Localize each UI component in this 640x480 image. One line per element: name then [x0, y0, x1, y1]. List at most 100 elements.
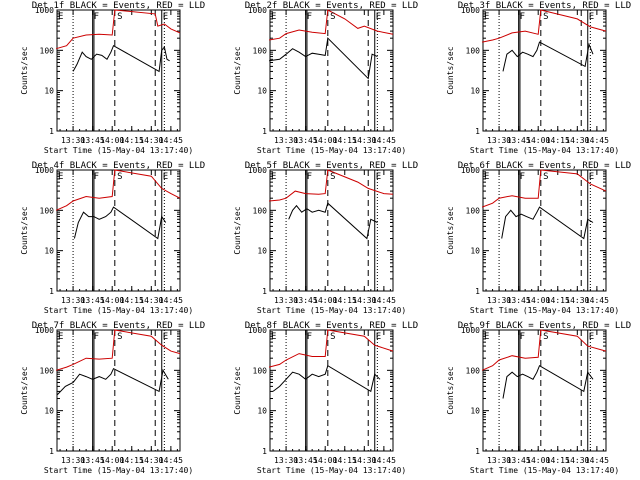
- marker-label: S: [117, 12, 122, 22]
- x-axis-label: Start Time (15-May-04 13:17:40): [44, 146, 193, 155]
- y-tick-label: 10: [44, 87, 54, 96]
- marker-label: E: [163, 332, 168, 342]
- y-tick-label: 10: [470, 407, 480, 416]
- marker-label: E: [484, 12, 489, 22]
- marker-label: F: [520, 12, 525, 22]
- marker-label: E: [271, 12, 276, 22]
- x-tick-label: 14:15: [546, 136, 570, 145]
- x-axis-label: Start Time (15-May-04 13:17:40): [44, 306, 193, 315]
- marker-label: F: [307, 172, 312, 182]
- y-tick-label: 1000: [248, 326, 267, 335]
- panel-title: Det 1f BLACK = Events, RED = LLD: [32, 1, 205, 11]
- x-tick-label: 14:45: [585, 456, 609, 465]
- marker-label: E: [589, 332, 594, 342]
- series-line-events: [502, 364, 594, 399]
- y-axis-label: Counts/sec: [20, 46, 29, 94]
- x-tick-label: 13:30: [487, 456, 511, 465]
- y-tick-label: 100: [253, 46, 268, 55]
- detector-panel: Det 8f BLACK = Events, RED = LLD 1 10 100 10…: [233, 321, 418, 475]
- y-tick-label: 1: [49, 287, 54, 296]
- panel-title: Det 5f BLACK = Events, RED = LLD: [245, 161, 418, 171]
- y-tick-label: 1000: [461, 166, 480, 175]
- detector-panel: Det 9f BLACK = Events, RED = LLD 1 10 100 10…: [446, 321, 631, 475]
- x-axis-label: Start Time (15-May-04 13:17:40): [257, 306, 406, 315]
- x-tick-label: 13:45: [81, 456, 105, 465]
- y-tick-label: 1000: [248, 6, 267, 15]
- y-tick-label: 1: [262, 447, 267, 456]
- y-axis-label: Counts/sec: [446, 46, 455, 94]
- series-line-events: [72, 44, 170, 73]
- marker-label: E: [271, 332, 276, 342]
- y-tick-label: 100: [253, 206, 268, 215]
- x-tick-label: 14:00: [313, 456, 337, 465]
- y-tick-label: 10: [257, 87, 267, 96]
- series-line-events: [272, 364, 381, 393]
- y-tick-label: 1: [262, 127, 267, 136]
- marker-label: E: [58, 12, 63, 22]
- y-tick-label: 1000: [35, 6, 54, 15]
- x-tick-label: 13:30: [61, 456, 85, 465]
- panel-title: Det 8f BLACK = Events, RED = LLD: [245, 321, 418, 331]
- y-tick-label: 1000: [461, 326, 480, 335]
- x-tick-label: 13:45: [507, 136, 531, 145]
- y-tick-label: 10: [257, 407, 267, 416]
- y-tick-label: 10: [470, 87, 480, 96]
- marker-label: E: [58, 332, 63, 342]
- x-tick-label: 13:30: [61, 296, 85, 305]
- panel-title: Det 6f BLACK = Events, RED = LLD: [458, 161, 631, 171]
- y-tick-label: 1000: [461, 6, 480, 15]
- marker-label: E: [58, 172, 63, 182]
- x-tick-label: 14:30: [565, 456, 589, 465]
- x-tick-label: 13:45: [507, 296, 531, 305]
- marker-label: F: [520, 172, 525, 182]
- y-tick-label: 100: [466, 206, 481, 215]
- x-tick-label: 14:45: [372, 456, 396, 465]
- marker-label: S: [117, 332, 122, 342]
- x-tick-label: 14:00: [100, 296, 124, 305]
- x-tick-label: 14:30: [139, 456, 163, 465]
- y-axis-label: Counts/sec: [233, 46, 242, 94]
- x-tick-label: 14:30: [565, 296, 589, 305]
- series-line-events: [57, 368, 169, 395]
- x-tick-label: 14:30: [352, 456, 376, 465]
- marker-label: F: [307, 12, 312, 22]
- marker-label: F: [520, 332, 525, 342]
- series-line-events: [269, 37, 378, 80]
- marker-label: E: [589, 12, 594, 22]
- x-tick-label: 13:45: [81, 136, 105, 145]
- y-axis-label: Counts/sec: [446, 206, 455, 254]
- panel-title: Det 7f BLACK = Events, RED = LLD: [32, 321, 205, 331]
- x-axis-label: Start Time (15-May-04 13:17:40): [257, 466, 406, 475]
- series-line-lld: [481, 169, 607, 208]
- marker-label: E: [376, 12, 381, 22]
- series-line-lld: [55, 9, 181, 50]
- x-tick-label: 14:00: [313, 296, 337, 305]
- marker-label: S: [543, 332, 548, 342]
- marker-label: F: [94, 172, 99, 182]
- x-tick-label: 14:30: [352, 136, 376, 145]
- marker-label: E: [163, 172, 168, 182]
- x-tick-label: 14:15: [546, 296, 570, 305]
- x-tick-label: 14:45: [585, 136, 609, 145]
- y-tick-label: 1: [475, 287, 480, 296]
- x-tick-label: 14:30: [139, 136, 163, 145]
- x-tick-label: 13:45: [294, 136, 318, 145]
- series-line-lld: [482, 9, 607, 43]
- marker-label: F: [94, 332, 99, 342]
- marker-label: E: [163, 12, 168, 22]
- series-line-events: [502, 41, 594, 72]
- x-tick-label: 13:45: [294, 296, 318, 305]
- panel-title: Det 4f BLACK = Events, RED = LLD: [32, 161, 205, 171]
- x-tick-label: 13:45: [294, 456, 318, 465]
- y-tick-label: 10: [470, 247, 480, 256]
- x-tick-label: 13:45: [81, 296, 105, 305]
- x-tick-label: 14:45: [585, 296, 609, 305]
- x-tick-label: 13:30: [487, 296, 511, 305]
- x-tick-label: 14:00: [100, 456, 124, 465]
- marker-label: F: [94, 12, 99, 22]
- x-tick-label: 14:00: [526, 296, 550, 305]
- x-tick-label: 14:00: [526, 136, 550, 145]
- panel-title: Det 9f BLACK = Events, RED = LLD: [458, 321, 631, 331]
- x-tick-label: 14:45: [372, 296, 396, 305]
